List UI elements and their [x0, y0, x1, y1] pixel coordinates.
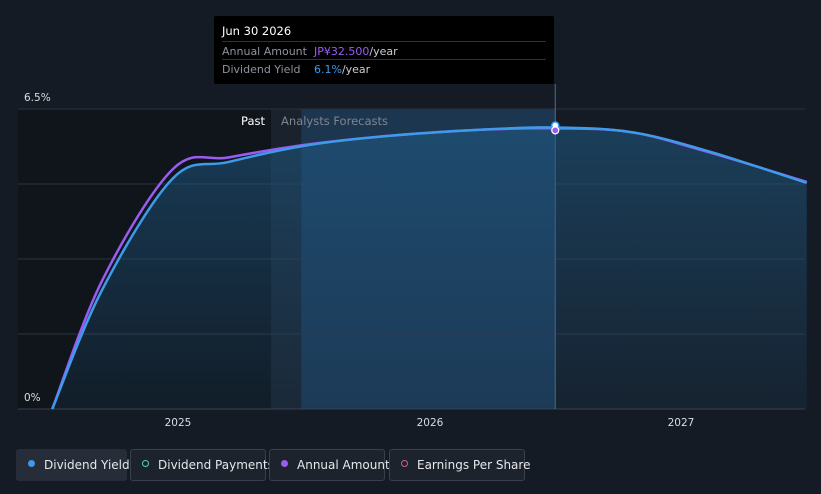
dividend-yield-line — [51, 126, 808, 410]
tooltip-dividend-yield-unit: /year — [341, 63, 371, 76]
legend-dividend-yield-label: Dividend Yield — [44, 458, 130, 472]
x-tick-2027: 2027 — [668, 417, 695, 429]
dividend-yield-area — [52, 127, 807, 409]
dividend-payments-ring-icon — [142, 460, 149, 467]
annual-amount-dot-icon — [281, 460, 288, 467]
tooltip-date: Jun 30 2026 — [222, 24, 292, 38]
tooltip-annual-amount-unit: /year — [369, 45, 398, 58]
tooltip-dividend-yield-number: 6.1% — [314, 63, 342, 76]
y-max-label: 6.5% — [24, 92, 51, 104]
legend-earnings-per-share-button[interactable]: Earnings Per Share — [389, 449, 530, 481]
legend-dividend-yield-button[interactable]: Dividend Yield — [16, 449, 130, 481]
x-tick-2026: 2026 — [417, 417, 444, 429]
tooltip-annual-amount-label: Annual Amount — [222, 45, 307, 58]
y-min-label: 0% — [24, 392, 41, 404]
legend-dividend-payments-label: Dividend Payments — [158, 458, 274, 472]
annual-amount-hover-point — [551, 126, 560, 135]
tooltip-dividend-yield-value: 6.1%/year — [314, 63, 370, 76]
tooltip-row-annual-amount: Annual Amount JP¥32.500/year — [222, 41, 546, 59]
tooltip-annual-amount-value: JP¥32.500/year — [314, 45, 398, 58]
legend-annual-amount-button[interactable]: Annual Amount — [269, 449, 390, 481]
dividend-yield-dot-icon — [28, 460, 35, 467]
legend-annual-amount-label: Annual Amount — [297, 458, 390, 472]
x-tick-2025: 2025 — [165, 417, 192, 429]
earnings-per-share-ring-icon — [401, 460, 408, 467]
hover-tooltip: Jun 30 2026 Annual Amount JP¥32.500/year… — [214, 16, 554, 84]
legend-earnings-per-share-label: Earnings Per Share — [417, 458, 531, 472]
legend-dividend-payments-button[interactable]: Dividend Payments — [130, 449, 274, 481]
dividend-chart: 6.5% 0% Past Analysts Forecasts 2025 202… — [18, 84, 808, 429]
tooltip-dividend-yield-label: Dividend Yield — [222, 63, 301, 76]
forecast-label: Analysts Forecasts — [281, 114, 388, 128]
past-label: Past — [241, 114, 265, 128]
tooltip-annual-amount-number: JP¥32.500 — [314, 45, 370, 58]
tooltip-row-dividend-yield: Dividend Yield 6.1%/year — [222, 59, 546, 77]
